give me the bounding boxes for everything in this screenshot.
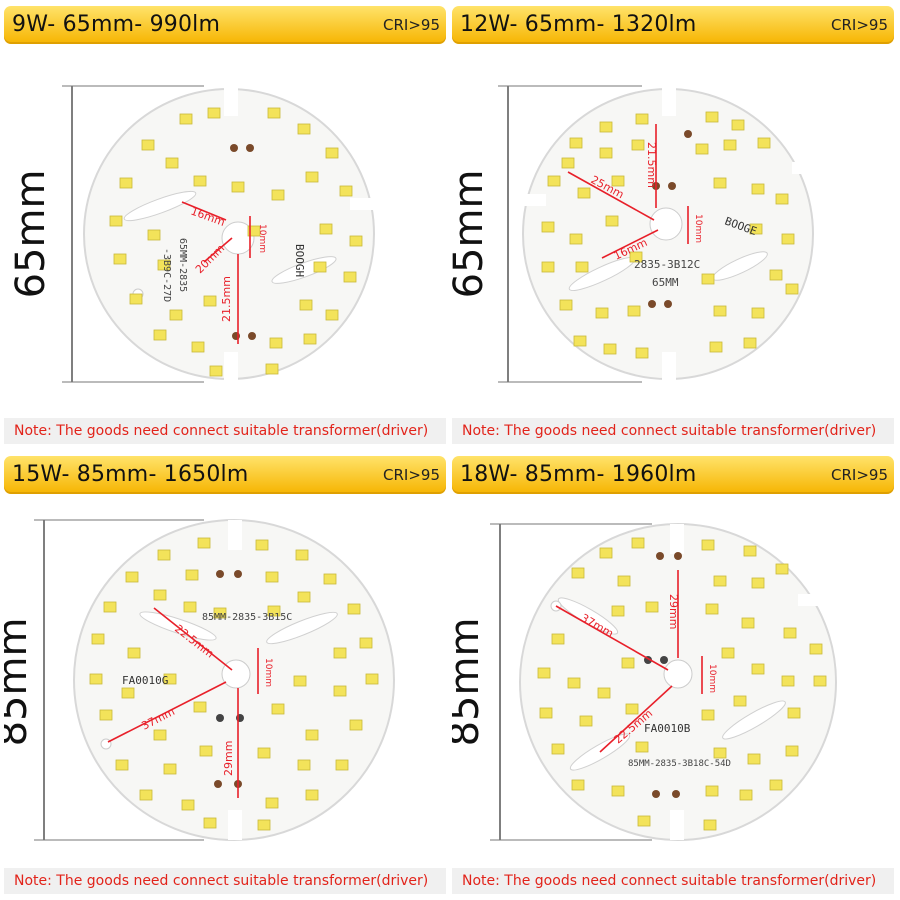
- diameter-label: 85mm: [452, 618, 488, 747]
- led-board-illustration: 85mm: [452, 523, 837, 841]
- spec-title: 15W- 85mm- 1650lm: [12, 462, 249, 487]
- note-text: Note: The goods need connect suitable tr…: [4, 418, 446, 444]
- measurement-4: 21.5mm: [220, 276, 233, 322]
- cri-label: CRI>95: [831, 466, 888, 484]
- product-photo: 85mm: [4, 498, 446, 862]
- cri-label: CRI>95: [831, 16, 888, 34]
- board-marking: 2835-3B12C: [634, 258, 700, 271]
- measurement-1: 29mm: [667, 594, 680, 629]
- measurement-1: 21.5mm: [645, 142, 658, 188]
- measurement-4: 10mm: [693, 214, 703, 243]
- board-marking: 85MM-2835-3B15C: [202, 612, 292, 623]
- board-marking: 85MM-2835-3B18C-54D: [628, 759, 731, 769]
- board-marking: 65MM-2835: [177, 238, 188, 292]
- note-text: Note: The goods need connect suitable tr…: [4, 868, 446, 894]
- brand-marking: BOOGH: [293, 244, 306, 277]
- spec-banner: 18W- 85mm- 1960lm CRI>95: [452, 456, 894, 494]
- diameter-label: 65mm: [8, 170, 54, 299]
- diameter-label: 85mm: [4, 618, 36, 747]
- product-panel-9w: 9W- 65mm- 990lm CRI>95 65mm: [4, 0, 446, 444]
- brand-marking: FA0010G: [122, 674, 168, 687]
- note-text: Note: The goods need connect suitable tr…: [452, 418, 894, 444]
- spec-banner: 15W- 85mm- 1650lm CRI>95: [4, 456, 446, 494]
- led-board-illustration: 65mm: [8, 85, 376, 383]
- product-panel-18w: 18W- 85mm- 1960lm CRI>95 85mm: [452, 450, 894, 894]
- cri-label: CRI>95: [383, 16, 440, 34]
- spec-title: 9W- 65mm- 990lm: [12, 12, 221, 37]
- led-board-illustration: 85mm: [4, 519, 395, 841]
- product-panel-12w: 12W- 65mm- 1320lm CRI>95 65mm: [452, 0, 894, 444]
- cri-label: CRI>95: [383, 466, 440, 484]
- board-marking-2: -3B9C-27D: [161, 248, 172, 302]
- measurement-4: 29mm: [222, 741, 235, 776]
- spec-title: 12W- 65mm- 1320lm: [460, 12, 697, 37]
- measurement-2: 10mm: [257, 224, 267, 253]
- led-board-illustration: 65mm: [452, 85, 818, 383]
- spec-title: 18W- 85mm- 1960lm: [460, 462, 697, 487]
- spec-banner: 12W- 65mm- 1320lm CRI>95: [452, 6, 894, 44]
- measurement-3: 10mm: [707, 664, 717, 693]
- product-photo: 65mm: [4, 48, 446, 412]
- brand-marking: FA0010B: [644, 722, 691, 735]
- product-photo: 85mm: [452, 498, 894, 862]
- board-marking-2: 65MM: [652, 276, 679, 289]
- product-panel-15w: 15W- 85mm- 1650lm CRI>95 85mm: [4, 450, 446, 894]
- product-photo: 65mm: [452, 48, 894, 412]
- note-text: Note: The goods need connect suitable tr…: [452, 868, 894, 894]
- measurement-2: 10mm: [263, 658, 273, 687]
- diameter-label: 65mm: [452, 170, 492, 299]
- spec-banner: 9W- 65mm- 990lm CRI>95: [4, 6, 446, 44]
